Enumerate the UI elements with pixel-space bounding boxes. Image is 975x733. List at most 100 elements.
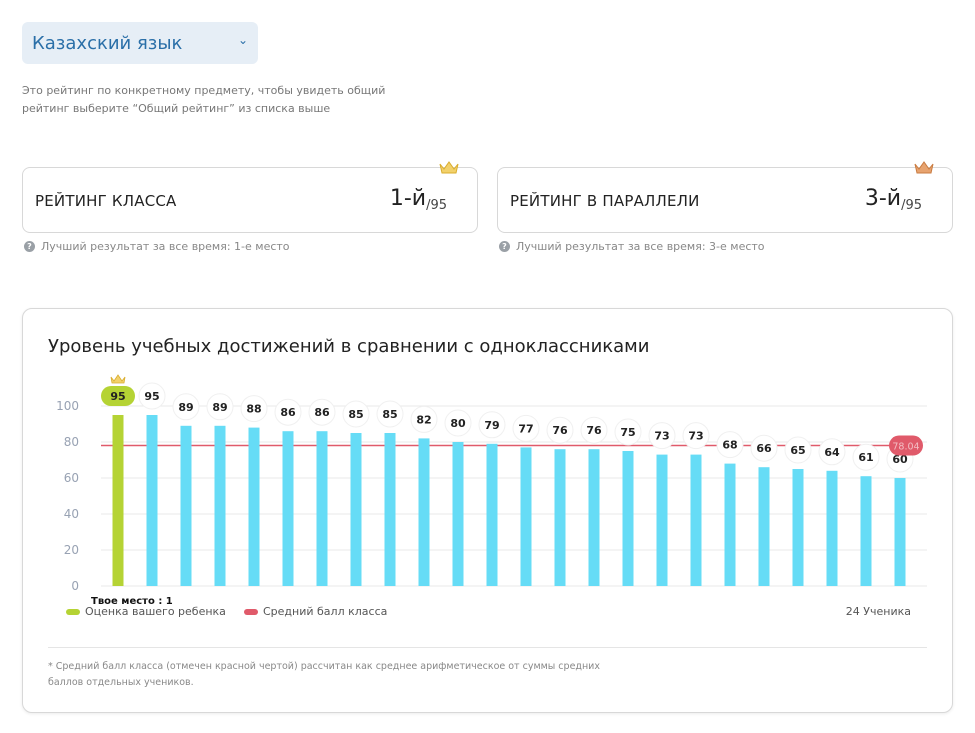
chart-title: Уровень учебных достижений в сравнении с… bbox=[48, 336, 650, 357]
class-rating-card: РЕЙТИНГ КЛАССА 1-й/95 bbox=[22, 161, 478, 233]
parallel-rating-place: 3-й bbox=[864, 186, 902, 211]
bar bbox=[622, 451, 634, 586]
subject-select[interactable]: Казахский язык ⌄ bbox=[22, 22, 258, 64]
value-label: 85 bbox=[348, 408, 363, 421]
value-label: 89 bbox=[212, 401, 227, 414]
bar bbox=[350, 433, 362, 586]
average-label: 78.04 bbox=[892, 442, 919, 453]
value-label-bg bbox=[750, 434, 778, 462]
bar bbox=[452, 442, 464, 586]
legend-swatch bbox=[66, 609, 80, 615]
value-label: 73 bbox=[688, 430, 703, 443]
parallel-rating-title: РЕЙТИНГ В ПАРАЛЛЕЛИ bbox=[510, 192, 700, 210]
bar bbox=[248, 427, 260, 586]
bar bbox=[520, 447, 532, 586]
value-label-bg bbox=[784, 436, 812, 464]
chevron-down-icon: ⌄ bbox=[237, 33, 248, 47]
parallel-rating-value: 3-й/95 bbox=[864, 186, 922, 213]
question-icon[interactable]: ? bbox=[499, 241, 510, 252]
bar bbox=[112, 415, 124, 586]
value-label-bg bbox=[138, 382, 166, 410]
value-label: 88 bbox=[246, 403, 261, 416]
bar bbox=[418, 438, 430, 586]
class-rating-best-text: Лучший результат за все время: 1-е место bbox=[41, 240, 290, 253]
value-label: 86 bbox=[280, 406, 296, 419]
bar bbox=[724, 463, 736, 586]
bar bbox=[826, 470, 838, 586]
bar-chart: 0 20 40 60 80 100 95 95 89 89 88 86 86 85 85 82 80 79 77 76… bbox=[56, 374, 927, 618]
bar bbox=[554, 449, 566, 586]
y-tick-label: 40 bbox=[64, 507, 79, 521]
bar bbox=[690, 454, 702, 586]
value-label: 75 bbox=[620, 426, 635, 439]
value-label-bg bbox=[716, 431, 744, 459]
footnote: * Средний балл класса (отмечен красной ч… bbox=[48, 661, 600, 688]
value-label: 66 bbox=[756, 442, 772, 455]
subject-hint: Это рейтинг по конкретному предмету, что… bbox=[22, 84, 386, 115]
legend-swatch bbox=[244, 609, 258, 615]
value-label: 80 bbox=[450, 417, 466, 430]
value-label: 77 bbox=[518, 422, 533, 435]
bar bbox=[180, 425, 192, 586]
bar bbox=[792, 469, 804, 586]
bar bbox=[214, 425, 226, 586]
crown-icon bbox=[914, 161, 934, 174]
subject-select-label: Казахский язык bbox=[32, 32, 183, 54]
average-badge bbox=[889, 435, 923, 456]
bar bbox=[316, 431, 328, 586]
value-label: 61 bbox=[858, 451, 873, 464]
value-label-bg bbox=[580, 416, 608, 444]
value-label: 76 bbox=[586, 424, 602, 437]
your-place-label: Твое место : 1 bbox=[91, 596, 173, 607]
parallel-rating-card: РЕЙТИНГ В ПАРАЛЛЕЛИ 3-й/95 bbox=[497, 161, 953, 233]
value-label: 89 bbox=[178, 401, 193, 414]
bar bbox=[656, 454, 668, 586]
legend-label: Оценка вашего ребенка bbox=[85, 605, 226, 618]
value-label-bg bbox=[478, 411, 506, 439]
parallel-rating-best: ? Лучший результат за все время: 3-е мес… bbox=[499, 240, 765, 253]
bar bbox=[588, 449, 600, 586]
class-rating-best: ? Лучший результат за все время: 1-е мес… bbox=[24, 240, 290, 253]
value-label: 60 bbox=[892, 453, 908, 466]
bar bbox=[486, 443, 498, 586]
divider bbox=[48, 647, 927, 648]
class-rating-value: 1-й/95 bbox=[389, 186, 447, 213]
value-label: 79 bbox=[484, 419, 499, 432]
value-label-bg bbox=[172, 393, 200, 421]
bar bbox=[282, 431, 294, 586]
parallel-rating-best-text: Лучший результат за все время: 3-е место bbox=[516, 240, 765, 253]
value-label-bg bbox=[410, 405, 438, 433]
value-label: 73 bbox=[654, 430, 669, 443]
value-label-bg bbox=[648, 422, 676, 450]
bar bbox=[384, 433, 396, 586]
value-label: 64 bbox=[824, 446, 840, 459]
value-label-bg bbox=[682, 422, 710, 450]
value-label-bg bbox=[206, 393, 234, 421]
value-label-bg bbox=[512, 414, 540, 442]
value-label-bg bbox=[274, 398, 302, 426]
parallel-rating-total: /95 bbox=[901, 198, 922, 213]
value-label: 86 bbox=[314, 406, 330, 419]
question-icon[interactable]: ? bbox=[24, 241, 35, 252]
bar bbox=[758, 467, 770, 586]
legend-label: Средний балл класса bbox=[263, 605, 387, 618]
value-label-bg bbox=[240, 395, 268, 423]
value-label-bg bbox=[852, 443, 880, 471]
value-label-bg bbox=[101, 386, 135, 406]
crown-icon bbox=[110, 374, 126, 384]
bar bbox=[146, 415, 158, 586]
y-tick-label: 20 bbox=[64, 543, 79, 557]
class-rating-place: 1-й bbox=[389, 186, 427, 211]
value-label-bg bbox=[308, 398, 336, 426]
y-tick-label: 100 bbox=[56, 399, 79, 413]
chart-card: Уровень учебных достижений в сравнении с… bbox=[22, 308, 953, 713]
value-label-bg bbox=[444, 409, 472, 437]
value-label: 76 bbox=[552, 424, 568, 437]
value-label-bg bbox=[818, 438, 846, 466]
bar bbox=[860, 476, 872, 586]
y-tick-label: 0 bbox=[71, 579, 79, 593]
class-rating-total: /95 bbox=[426, 198, 447, 213]
value-label: 95 bbox=[144, 390, 159, 403]
value-label-bg bbox=[376, 400, 404, 428]
student-count: 24 Ученика bbox=[846, 605, 911, 618]
